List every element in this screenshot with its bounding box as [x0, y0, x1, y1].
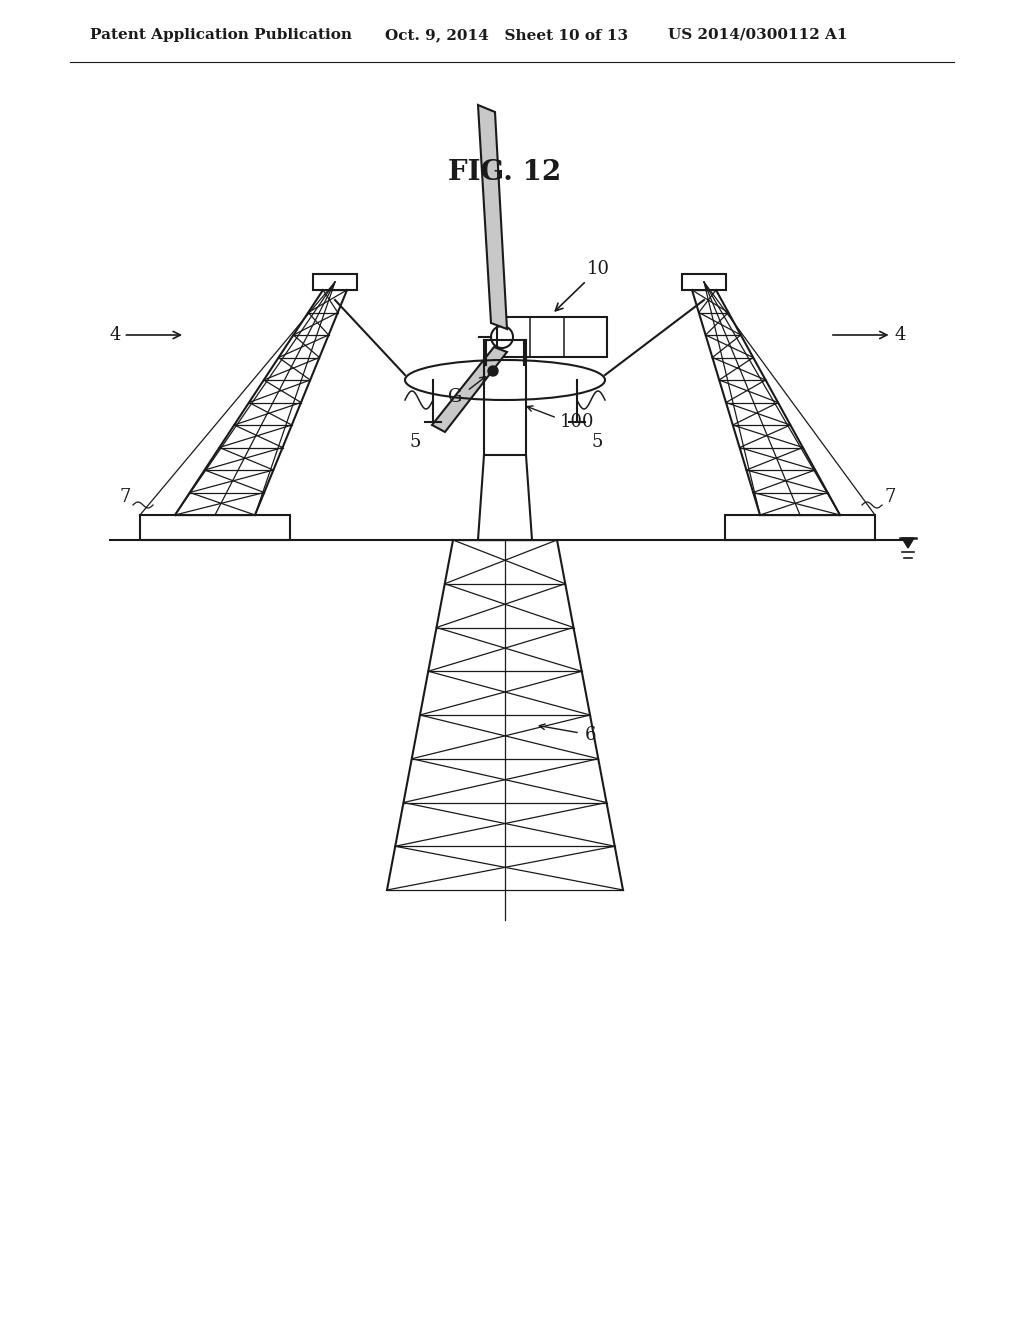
Bar: [497, 317, 607, 356]
Polygon shape: [902, 539, 914, 548]
Bar: [140, 515, 290, 540]
Text: 100: 100: [560, 413, 595, 432]
Text: 4: 4: [110, 326, 180, 345]
Bar: [682, 275, 726, 290]
Text: FIG. 12: FIG. 12: [449, 158, 561, 186]
Text: 7: 7: [120, 488, 131, 506]
Text: G: G: [447, 388, 462, 407]
Text: Patent Application Publication: Patent Application Publication: [90, 28, 352, 42]
Text: 7: 7: [885, 488, 896, 506]
Text: 5: 5: [410, 433, 421, 451]
Text: 4: 4: [833, 326, 905, 345]
Polygon shape: [478, 106, 507, 329]
Text: 6: 6: [585, 726, 597, 744]
Bar: [313, 275, 357, 290]
Circle shape: [488, 366, 498, 376]
Bar: [725, 515, 874, 540]
Text: US 2014/0300112 A1: US 2014/0300112 A1: [668, 28, 848, 42]
Polygon shape: [432, 347, 507, 432]
Text: 5: 5: [591, 433, 603, 451]
Text: 10: 10: [555, 260, 610, 310]
Text: Oct. 9, 2014   Sheet 10 of 13: Oct. 9, 2014 Sheet 10 of 13: [385, 28, 628, 42]
